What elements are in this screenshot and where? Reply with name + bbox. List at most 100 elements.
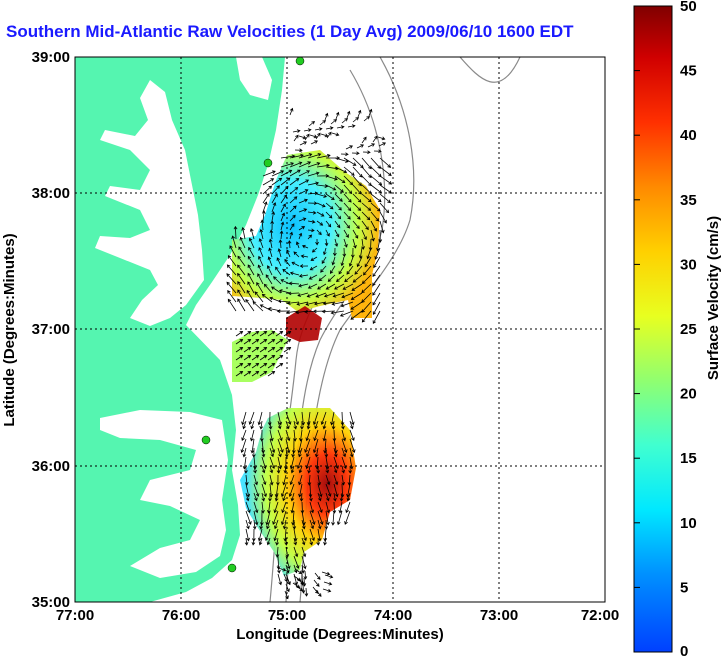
velocity-arrow	[282, 492, 287, 502]
velocity-arrow	[289, 161, 303, 168]
velocity-arrow	[304, 587, 309, 597]
velocity-arrow	[309, 134, 318, 139]
velocity-arrow	[289, 153, 304, 159]
velocity-arrow	[271, 286, 282, 294]
velocity-arrow	[310, 140, 318, 145]
velocity-arrow	[298, 273, 309, 278]
velocity-arrow	[341, 465, 345, 474]
velocity-arrow	[321, 571, 331, 576]
velocity-arrow	[235, 339, 244, 345]
velocity-arrow	[249, 228, 255, 240]
velocity-arrow	[261, 293, 273, 303]
velocity-arrow	[244, 474, 249, 486]
velocity-arrow	[308, 120, 316, 127]
velocity-arrow	[280, 162, 295, 168]
velocity-arrow	[313, 579, 320, 587]
velocity-arrow	[317, 483, 323, 498]
velocity-arrow	[354, 265, 363, 275]
velocity-arrow	[280, 483, 287, 498]
velocity-arrow	[283, 339, 292, 345]
velocity-arrow	[377, 136, 386, 141]
velocity-arrow	[370, 229, 375, 242]
velocity-arrow	[264, 528, 271, 542]
velocity-arrow	[307, 171, 320, 177]
velocity-arrow	[307, 465, 312, 474]
x-axis-label: Longitude (Degrees:Minutes)	[236, 626, 444, 643]
velocity-arrow	[349, 420, 354, 430]
velocity-arrow	[370, 211, 380, 222]
latitude-tick-labels: 39:00 38:00 37:00 36:00 35:00	[32, 49, 70, 611]
velocity-arrow	[307, 201, 318, 206]
velocity-arrow	[361, 166, 372, 179]
velocity-arrow	[276, 309, 291, 314]
velocity-arrow	[339, 310, 354, 317]
velocity-arrow	[307, 153, 322, 159]
velocity-arrow	[246, 289, 255, 303]
grid-lines	[75, 57, 605, 602]
velocity-arrow	[332, 501, 337, 514]
velocity-arrow	[325, 193, 335, 201]
velocity-arrow	[293, 537, 298, 546]
velocity-arrow	[241, 226, 246, 240]
velocity-arrow	[316, 537, 321, 546]
velocity-arrow	[252, 301, 264, 312]
velocity-arrow	[245, 492, 250, 502]
velocity-arrow	[296, 456, 303, 470]
velocity-arrow	[334, 283, 345, 290]
velocity-arrow	[312, 438, 319, 454]
velocity-arrow	[310, 256, 318, 261]
velocity-arrow	[293, 555, 300, 569]
velocity-arrow	[330, 310, 345, 315]
velocity-arrow	[298, 217, 307, 222]
velocity-arrow	[259, 363, 268, 369]
velocity-arrow	[372, 310, 381, 324]
velocity-arrow	[267, 411, 272, 426]
velocity-arrow	[261, 483, 267, 498]
velocity-arrow	[323, 247, 327, 256]
velocity-arrow	[334, 193, 343, 202]
velocity-arrow	[280, 212, 286, 222]
velocity-arrow	[311, 247, 318, 253]
velocity-arrow	[237, 255, 246, 267]
velocity-arrow	[280, 510, 287, 526]
velocity-arrow	[329, 265, 336, 274]
velocity-arrow	[280, 169, 293, 177]
velocity-arrow	[259, 331, 268, 337]
velocity-arrow	[351, 151, 360, 156]
velocity-arrow	[352, 166, 363, 178]
velocity-arrow	[227, 255, 237, 267]
velocity-arrow	[298, 283, 309, 288]
velocity-arrow	[271, 177, 283, 186]
velocity-arrow	[331, 420, 336, 430]
velocity-arrow	[298, 179, 310, 186]
velocity-arrow	[301, 555, 307, 570]
velocity-arrow	[262, 193, 270, 204]
velocity-arrow	[357, 109, 362, 118]
velocity-arrow	[358, 247, 363, 259]
velocity-arrow	[290, 501, 295, 514]
velocity-arrow	[237, 298, 246, 312]
velocity-arrow	[288, 281, 300, 286]
velocity-arrow	[341, 447, 347, 458]
velocity-arrow	[275, 546, 280, 558]
velocity-arrow	[306, 447, 311, 458]
velocity-arrow	[250, 438, 255, 454]
velocity-arrow	[275, 363, 284, 369]
velocity-arrow	[341, 474, 346, 486]
velocity-arrow	[366, 247, 372, 260]
velocity-arrow	[334, 157, 349, 163]
velocity-arrow	[314, 420, 319, 430]
velocity-arrow	[350, 310, 363, 320]
velocity-arrow	[305, 456, 311, 470]
velocity-arrow	[273, 528, 279, 542]
velocity-arrow	[316, 211, 325, 217]
velocity-arrow	[336, 274, 345, 283]
lon-tick-label: 76:00	[162, 607, 200, 624]
velocity-arrow	[263, 283, 273, 294]
velocity-arrow	[275, 355, 284, 361]
velocity-arrow	[325, 492, 330, 502]
velocity-arrow	[379, 202, 390, 214]
velocity-arrow	[261, 492, 266, 502]
velocity-arrow	[265, 274, 273, 285]
velocity-arrow	[251, 371, 260, 377]
